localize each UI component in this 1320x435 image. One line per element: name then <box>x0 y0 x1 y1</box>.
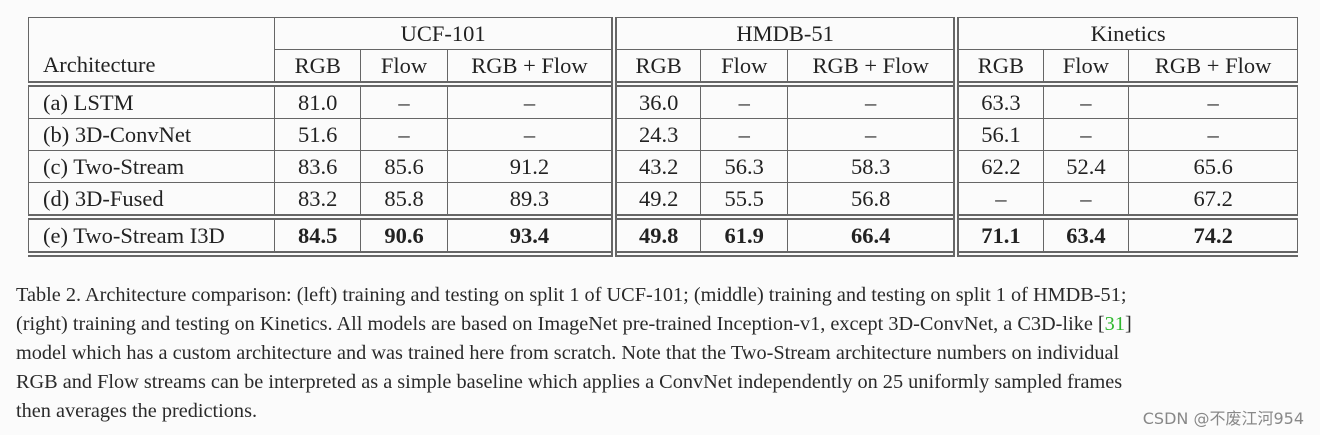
cell: – <box>1128 81 1298 119</box>
cell: 56.8 <box>787 182 957 218</box>
table-row: (b) 3D-ConvNet 51.6– –24.3– –56.1– – <box>27 118 1298 151</box>
cell: 49.8 <box>611 214 702 255</box>
cell: – <box>1042 182 1130 218</box>
cell: – <box>953 182 1044 218</box>
cell: 55.5 <box>700 182 789 218</box>
cell: 56.1 <box>953 118 1044 151</box>
cell: 90.6 <box>360 214 448 255</box>
cell: – <box>446 118 615 151</box>
cell: 91.2 <box>446 150 615 183</box>
cell: 36.0 <box>611 81 702 119</box>
citation: 31 <box>1104 313 1125 335</box>
corner-cell: Architecture <box>27 17 276 85</box>
row-label: (e) Two-Stream I3D <box>27 214 276 255</box>
cell: – <box>1128 118 1298 151</box>
cell: 61.9 <box>700 214 789 255</box>
cell: 83.2 <box>274 182 362 218</box>
cell: – <box>787 118 957 151</box>
cell: 85.6 <box>360 150 448 183</box>
cell: – <box>446 81 615 119</box>
cell: 65.6 <box>1128 150 1298 183</box>
cell: – <box>1042 81 1130 119</box>
caption-line: (right) training and testing on Kinetics… <box>16 313 1316 336</box>
cell: 58.3 <box>787 150 957 183</box>
cell: 52.4 <box>1042 150 1130 183</box>
caption-line: then averages the predictions. <box>16 400 258 422</box>
cell: 66.4 <box>787 214 957 255</box>
comparison-table: Architecture UCF-101 HMDB-51 Kinetics RGB Flo… <box>27 17 1299 257</box>
group-header-row: Architecture UCF-101 HMDB-51 Kinetics <box>27 17 1299 85</box>
cell: 43.2 <box>611 150 702 183</box>
subheader: Flow <box>700 49 789 85</box>
cell: 24.3 <box>611 118 702 151</box>
row-label: (a) LSTM <box>27 81 276 119</box>
cell: 71.1 <box>953 214 1044 255</box>
cell: 89.3 <box>446 182 615 218</box>
caption-text: ] <box>1124 313 1132 335</box>
cell: 85.8 <box>360 182 448 218</box>
subheader: RGB + Flow <box>446 49 615 85</box>
cell: 84.5 <box>274 214 362 255</box>
subheader: RGB <box>274 49 362 85</box>
row-label: (c) Two-Stream <box>27 150 276 183</box>
cell: – <box>700 118 789 151</box>
subheader: Flow <box>1042 49 1130 85</box>
cell: 93.4 <box>446 214 615 255</box>
cell: 49.2 <box>611 182 702 218</box>
table-row: (a) LSTM 81.0– –36.0– –63.3– – <box>27 81 1298 119</box>
group-header: Kinetics <box>953 17 1299 50</box>
subheader: RGB <box>953 49 1044 85</box>
cell: 67.2 <box>1128 182 1298 218</box>
cell: 63.4 <box>1042 214 1130 255</box>
cell: – <box>787 81 957 119</box>
subheader: Flow <box>360 49 448 85</box>
caption-line: RGB and Flow streams can be interpreted … <box>16 371 1123 393</box>
cell: 63.3 <box>953 81 1044 119</box>
subheader: RGB + Flow <box>1128 49 1298 85</box>
cell: 56.3 <box>700 150 789 183</box>
table-row: (d) 3D-Fused 83.2 85.8 89.3 49.2 55.5 56.8– –67… <box>27 182 1298 218</box>
cell: – <box>360 81 448 119</box>
row-label: (b) 3D-ConvNet <box>27 118 276 151</box>
group-header: UCF-101 <box>274 17 615 50</box>
cell: 62.2 <box>953 150 1044 183</box>
cell: 81.0 <box>274 81 362 119</box>
cell: 83.6 <box>274 150 362 183</box>
caption-line: model which has a custom architecture an… <box>16 342 1120 364</box>
subheader: RGB + Flow <box>787 49 957 85</box>
corner-label: Architecture <box>43 52 156 77</box>
final-row: (e) Two-Stream I3D 84.5 90.6 93.4 49.8 61.9 66… <box>27 214 1298 255</box>
caption-text: (right) training and testing on Kinetics… <box>16 313 1105 335</box>
group-header: HMDB-51 <box>610 17 957 50</box>
cell: 51.6 <box>274 118 362 151</box>
cell: – <box>1042 118 1130 151</box>
cell: 74.2 <box>1128 214 1298 255</box>
cell: – <box>360 118 448 151</box>
subheader: RGB <box>611 49 702 85</box>
row-label: (d) 3D-Fused <box>27 182 276 218</box>
table-row: (c) Two-Stream 83.6 85.6 91.2 43.2 56.3 58.3 62… <box>27 150 1298 183</box>
watermark: CSDN @不废江河954 <box>1142 409 1304 428</box>
cell: – <box>700 81 789 119</box>
caption-line: Table 2. Architecture comparison: (left)… <box>16 284 1127 306</box>
